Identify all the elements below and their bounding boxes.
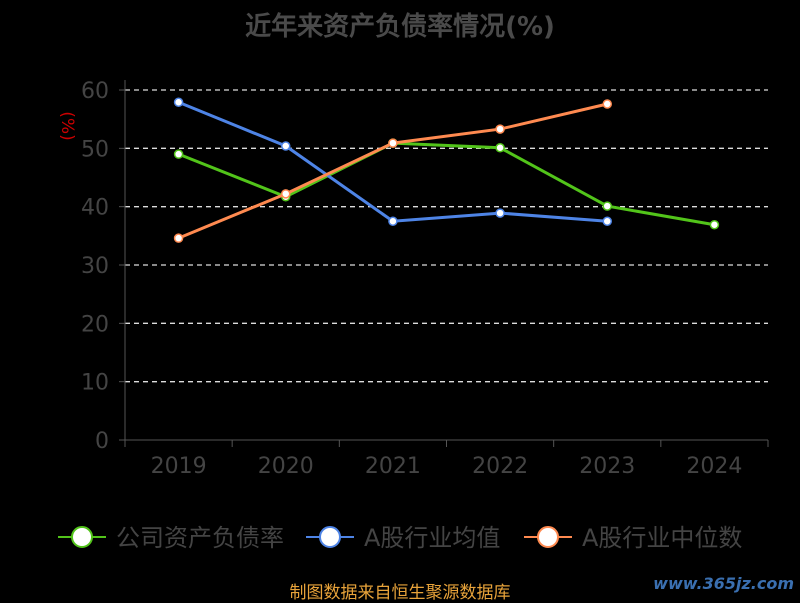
data-point [173,97,184,107]
y-tick-label: 50 [81,137,109,162]
x-tick-label: 2023 [579,454,635,479]
data-point [495,143,505,153]
y-axis-label: (%) [57,111,77,140]
series-line [178,141,715,227]
y-tick-label: 40 [81,196,109,221]
x-tick-label: 2022 [472,454,528,479]
data-point [709,220,720,230]
data-point [388,138,398,148]
y-tick-label: 0 [95,429,109,454]
chart-title: 近年来资产负债率情况(%) [245,12,555,42]
legend-label: A股行业均值 [364,524,500,552]
data-source-note: 制图数据来自恒生聚源数据库 [289,583,511,603]
data-point [173,149,184,159]
y-tick-label: 30 [81,254,109,279]
legend-marker [71,526,93,548]
data-point [173,233,184,243]
y-tick-label: 60 [81,79,109,104]
watermark: www.365jz.com [653,574,794,593]
x-tick-label: 2020 [258,454,314,479]
x-tick-label: 2021 [365,454,421,479]
data-point [602,216,612,226]
data-point [602,99,612,109]
data-point [495,208,505,218]
data-point [281,189,291,199]
data-point [281,141,291,151]
legend-label: 公司资产负债率 [116,524,284,552]
legend-marker [537,526,559,548]
legend-marker [319,526,341,548]
legend-label: A股行业中位数 [582,524,742,552]
y-tick-label: 20 [81,312,109,337]
x-tick-label: 2019 [151,454,207,479]
x-tick-label: 2024 [686,454,742,479]
y-tick-label: 10 [81,371,109,396]
data-point [495,124,505,134]
data-point [388,216,398,226]
data-point [602,201,612,211]
